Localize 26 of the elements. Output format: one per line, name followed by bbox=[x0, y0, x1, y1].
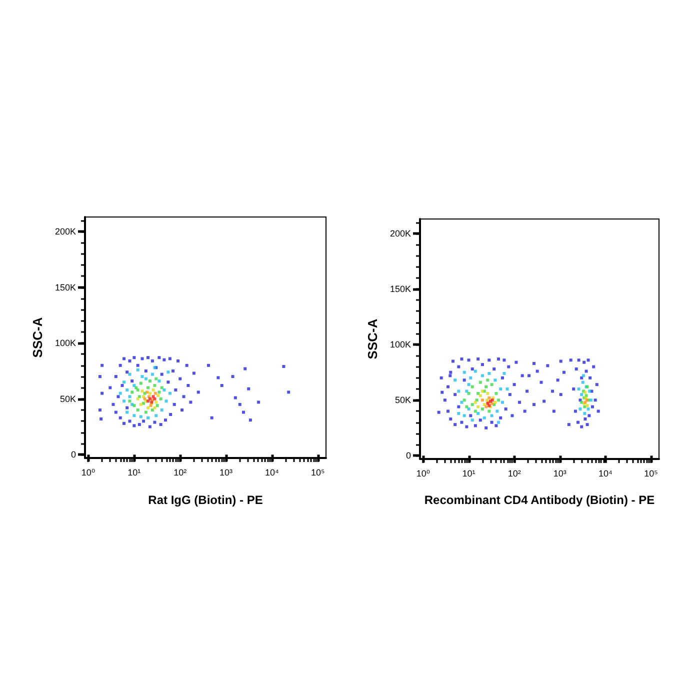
x-tick-label: 10² bbox=[508, 468, 521, 478]
x-tick-label: 10⁵ bbox=[644, 468, 658, 478]
x-tick-label: 10⁵ bbox=[311, 468, 326, 478]
x-tick-label: 10⁴ bbox=[598, 468, 612, 478]
y-tick-label: 100K bbox=[390, 340, 411, 350]
y-tick-label: 150K bbox=[54, 282, 76, 292]
x-tick-label: 10³ bbox=[553, 468, 566, 478]
x-tick-label: 10² bbox=[174, 468, 187, 478]
x-tick-label: 10¹ bbox=[462, 468, 476, 478]
y-tick-label: 200K bbox=[54, 226, 76, 237]
y-axis-title: SSC-A bbox=[365, 318, 380, 360]
y-tick-label: 50K bbox=[394, 395, 411, 406]
x-tick-label: 10⁰ bbox=[81, 468, 96, 478]
y-tick-label: 0 bbox=[70, 450, 76, 460]
x-axis-title: Rat IgG (Biotin) - PE bbox=[148, 493, 263, 507]
x-tick-label: 10³ bbox=[220, 468, 233, 478]
y-tick-label: 200K bbox=[390, 228, 411, 238]
x-tick-label: 10¹ bbox=[128, 468, 141, 478]
x-axis-title: Recombinant CD4 Antibody (Biotin) - PE bbox=[424, 493, 655, 507]
y-tick-label: 100K bbox=[54, 338, 76, 348]
y-tick-label: 150K bbox=[390, 284, 411, 294]
x-tick-label: 10⁰ bbox=[416, 468, 430, 478]
x-tick-label: 10⁴ bbox=[265, 468, 280, 478]
y-tick-label: 0 bbox=[406, 450, 411, 461]
y-tick-label: 50K bbox=[60, 394, 76, 404]
y-axis-title: SSC-A bbox=[30, 316, 46, 358]
